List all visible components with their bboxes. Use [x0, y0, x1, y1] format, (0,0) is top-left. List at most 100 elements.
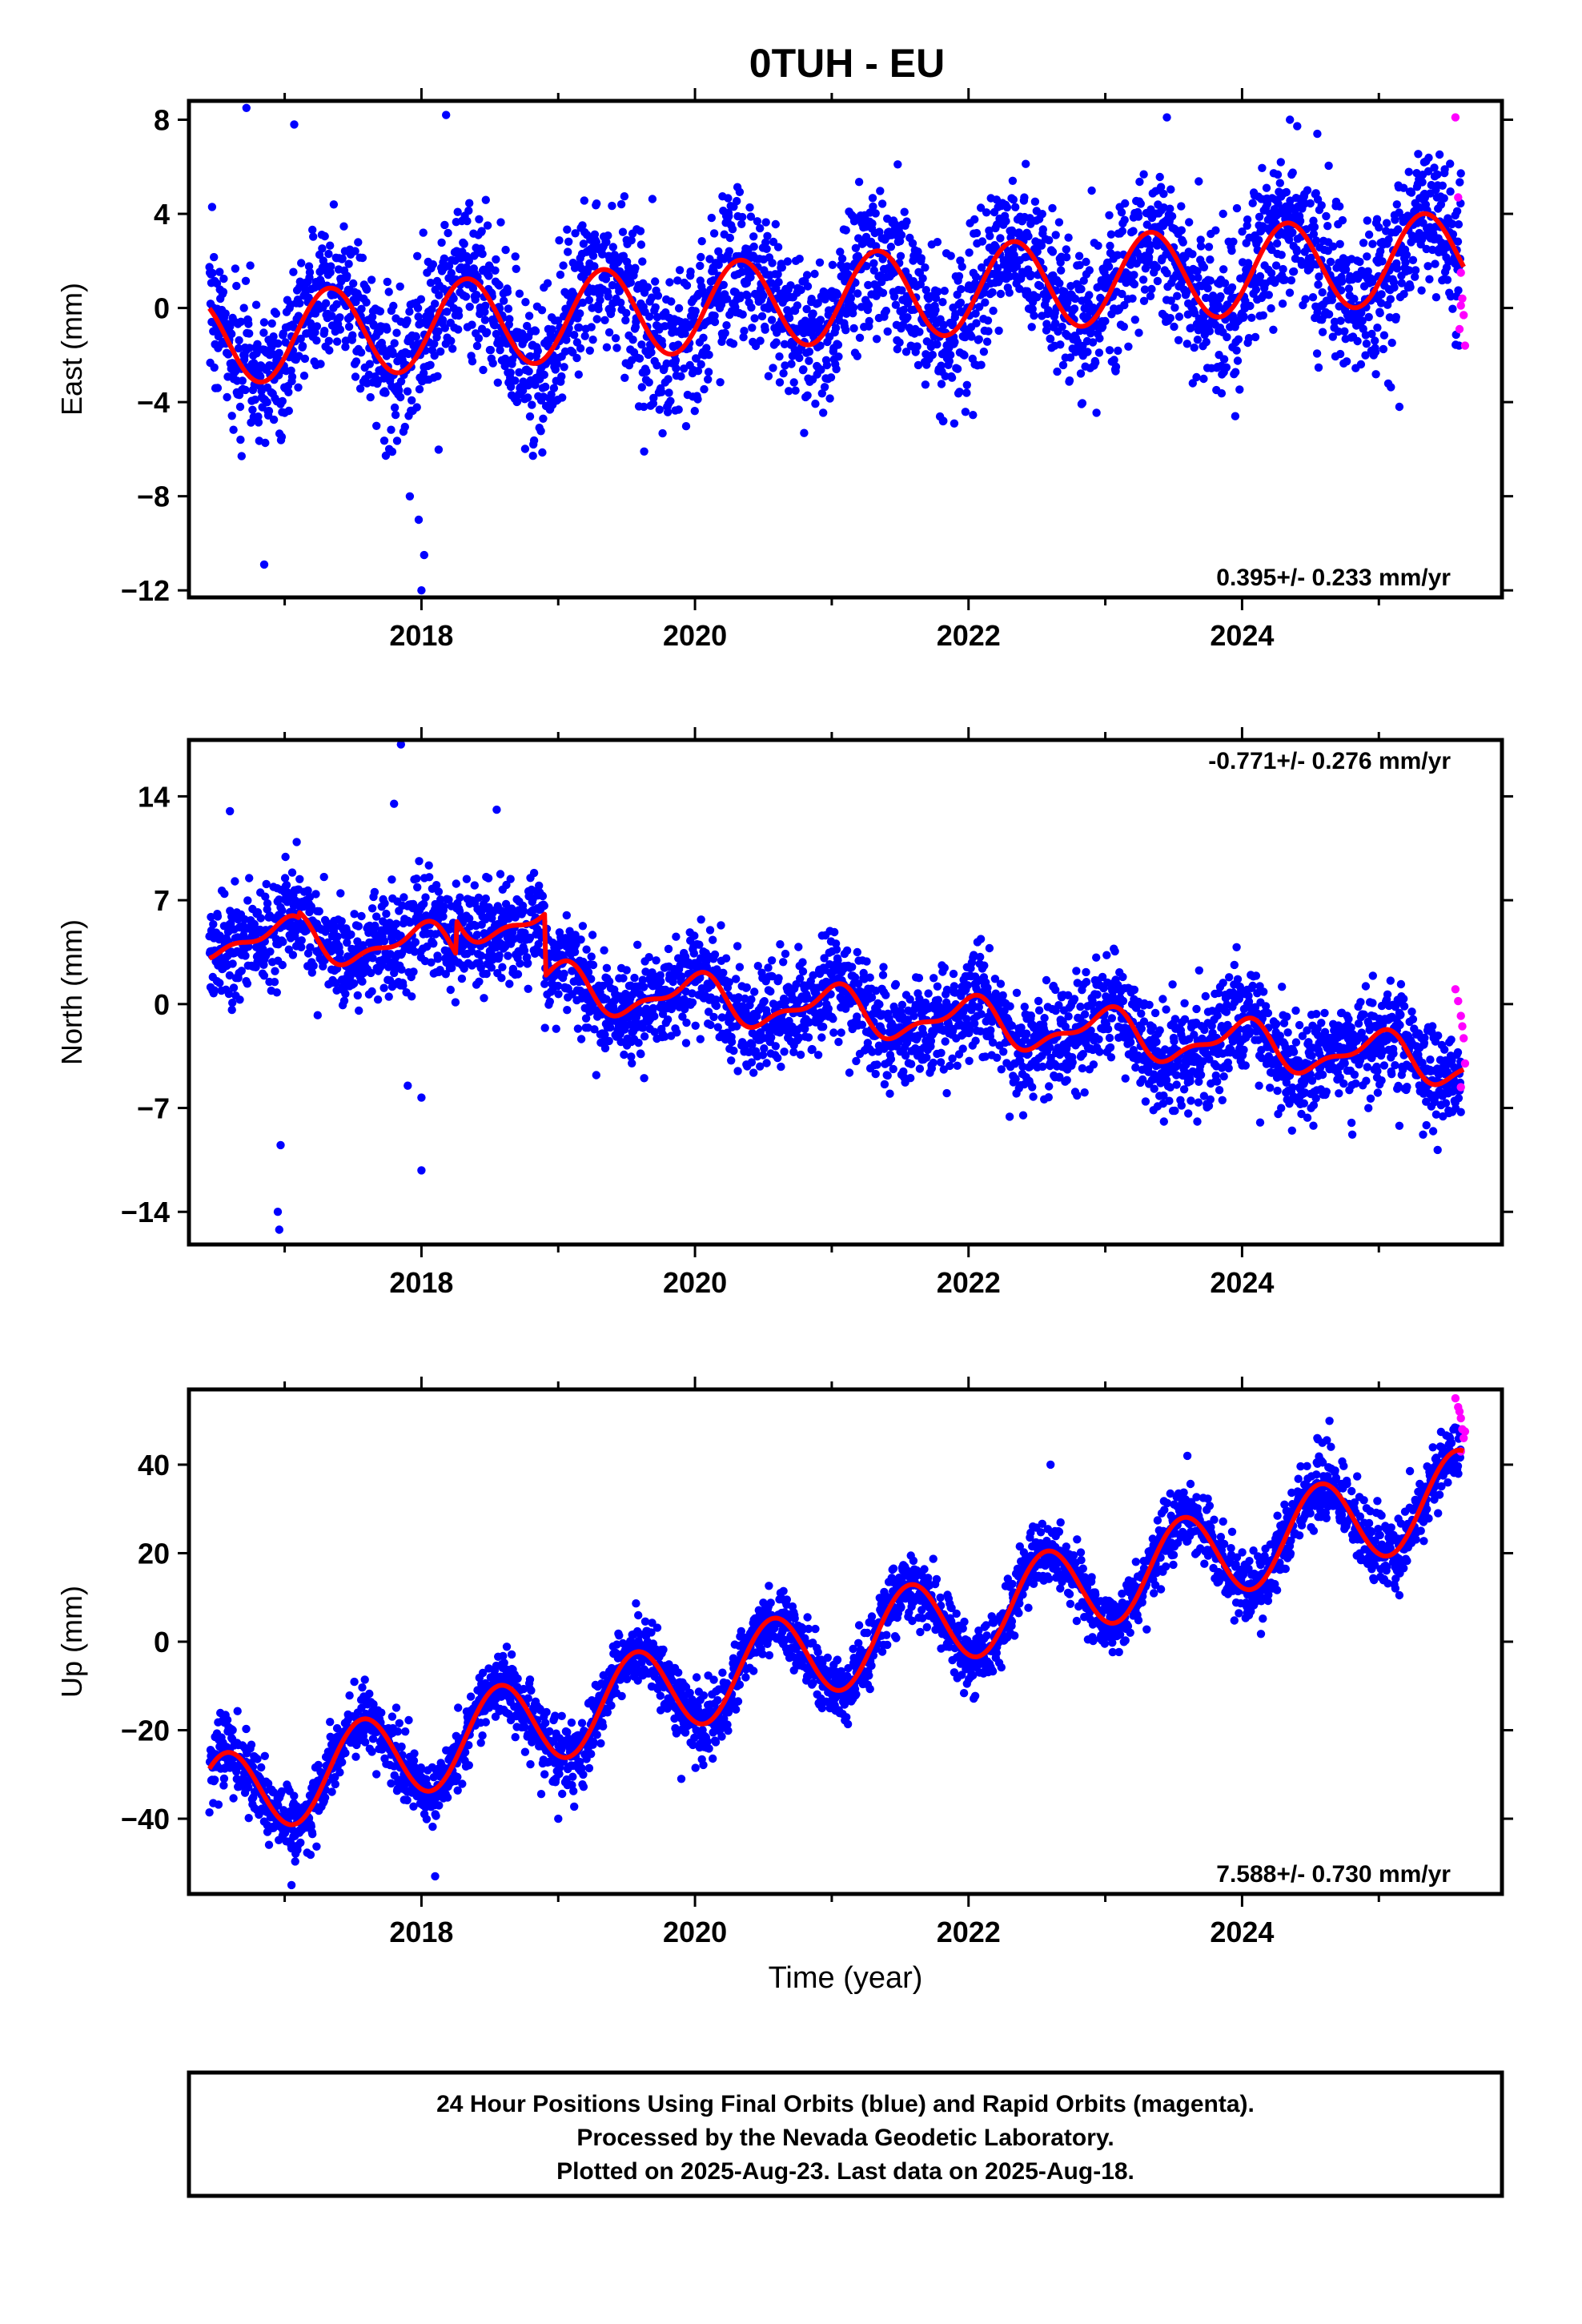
north-final-orbit-point	[367, 904, 377, 913]
east-final-orbit-point	[362, 298, 371, 307]
east-final-orbit-point	[391, 410, 400, 420]
east-final-orbit-point	[590, 262, 599, 271]
chart-title: 0TUH - EU	[749, 41, 945, 86]
east-final-orbit-point	[1443, 275, 1452, 284]
east-final-orbit-point	[495, 281, 504, 290]
north-final-orbit-point	[706, 1020, 715, 1030]
east-final-orbit-point	[1138, 275, 1148, 284]
east-final-orbit-point	[750, 314, 759, 323]
east-final-orbit-point	[1079, 276, 1088, 285]
east-final-orbit-point	[254, 418, 263, 427]
north-final-orbit-point	[779, 958, 788, 967]
east-final-orbit-point	[562, 336, 571, 344]
north-final-orbit-point	[563, 1006, 572, 1015]
north-final-orbit-point	[411, 938, 420, 947]
east-final-orbit-point	[539, 414, 548, 423]
east-final-orbit-point	[512, 397, 522, 406]
east-final-orbit-point	[939, 416, 948, 425]
north-final-orbit-point	[295, 875, 304, 884]
east-final-orbit-point	[971, 272, 981, 281]
east-final-orbit-point	[592, 315, 601, 324]
east-final-orbit-point	[576, 344, 585, 353]
east-final-orbit-point	[1425, 275, 1434, 283]
east-final-orbit-point	[1269, 325, 1278, 334]
east-final-orbit-point	[1423, 262, 1432, 271]
east-final-orbit-point	[248, 405, 257, 414]
north-final-orbit-point	[582, 945, 591, 954]
east-final-orbit-point	[1251, 332, 1260, 342]
east-final-orbit-point	[481, 195, 490, 204]
east-final-orbit-point	[1279, 264, 1287, 274]
north-final-orbit-point	[733, 1067, 742, 1076]
east-final-orbit-point	[658, 428, 667, 438]
east-final-orbit-point	[775, 378, 785, 387]
north-final-orbit-point	[387, 875, 396, 884]
east-final-orbit-point	[626, 278, 635, 287]
east-final-orbit-point	[682, 281, 692, 290]
east-final-orbit-point	[803, 282, 813, 291]
north-final-orbit-point	[272, 988, 281, 997]
east-final-orbit-point	[913, 360, 923, 370]
east-final-orbit-point	[620, 373, 629, 382]
east-final-orbit-point	[440, 220, 449, 230]
east-final-orbit-point	[1387, 383, 1395, 392]
east-final-orbit-point	[367, 275, 376, 284]
north-final-orbit-point	[682, 1018, 691, 1027]
east-final-orbit-point	[294, 383, 303, 392]
east-final-orbit-point	[1185, 218, 1194, 227]
east-final-orbit-point	[1134, 328, 1143, 337]
north-final-orbit-point	[524, 959, 532, 968]
east-final-orbit-point	[1105, 346, 1114, 355]
east-final-orbit-point	[1062, 245, 1071, 254]
east-final-orbit-point	[1026, 270, 1036, 279]
east-final-orbit-point	[1203, 283, 1212, 293]
east-final-orbit-point	[1424, 153, 1433, 163]
north-final-orbit-point	[554, 990, 563, 999]
east-final-orbit-point	[631, 263, 640, 272]
east-final-orbit-point	[965, 248, 974, 257]
east-final-orbit-point	[1314, 363, 1323, 372]
east-final-orbit-point	[1338, 215, 1347, 225]
east-final-orbit-point	[1408, 255, 1418, 264]
east-final-orbit-point	[1030, 311, 1038, 320]
east-final-orbit-point	[854, 178, 864, 187]
north-final-orbit-point	[794, 943, 803, 951]
east-final-orbit-point	[1390, 283, 1399, 292]
east-rapid-orbit-point	[1451, 113, 1460, 122]
north-final-orbit-point	[760, 997, 769, 1006]
east-final-orbit-point	[795, 255, 804, 263]
east-final-orbit-point	[872, 335, 881, 344]
east-final-orbit-point	[1087, 186, 1096, 195]
east-final-orbit-point	[768, 259, 777, 267]
north-final-orbit-point	[747, 995, 756, 1004]
east-final-orbit-point	[647, 293, 656, 302]
north-final-orbit-point	[628, 1059, 636, 1068]
east-final-orbit-point	[1130, 271, 1138, 279]
east-final-orbit-point	[344, 259, 353, 268]
east-final-orbit-point	[962, 380, 972, 389]
north-final-orbit-point	[519, 907, 528, 915]
north-final-orbit-point	[672, 932, 681, 941]
north-final-orbit-point	[576, 1035, 586, 1043]
east-final-orbit-point	[1264, 291, 1274, 300]
east-final-orbit-point	[950, 337, 959, 347]
east-final-orbit-point	[1064, 233, 1073, 242]
east-final-orbit-point	[267, 319, 276, 328]
north-final-orbit-point	[871, 1069, 880, 1079]
east-final-orbit-point	[621, 316, 630, 325]
east-final-orbit-point	[681, 329, 689, 338]
east-final-orbit-point	[349, 279, 358, 288]
east-final-orbit-point	[983, 316, 993, 325]
east-final-orbit-point	[1058, 360, 1068, 370]
east-final-orbit-point	[464, 206, 473, 215]
east-final-orbit-point	[300, 354, 310, 364]
east-final-orbit-point	[627, 235, 636, 245]
east-final-orbit-point	[571, 229, 580, 238]
east-final-orbit-point	[478, 249, 487, 259]
east-final-orbit-point	[862, 262, 871, 271]
east-final-orbit-point	[714, 260, 723, 269]
east-final-orbit-point	[816, 341, 825, 350]
east-final-orbit-point	[696, 261, 705, 271]
east-final-orbit-point	[1051, 231, 1060, 239]
east-final-orbit-point	[537, 306, 547, 315]
